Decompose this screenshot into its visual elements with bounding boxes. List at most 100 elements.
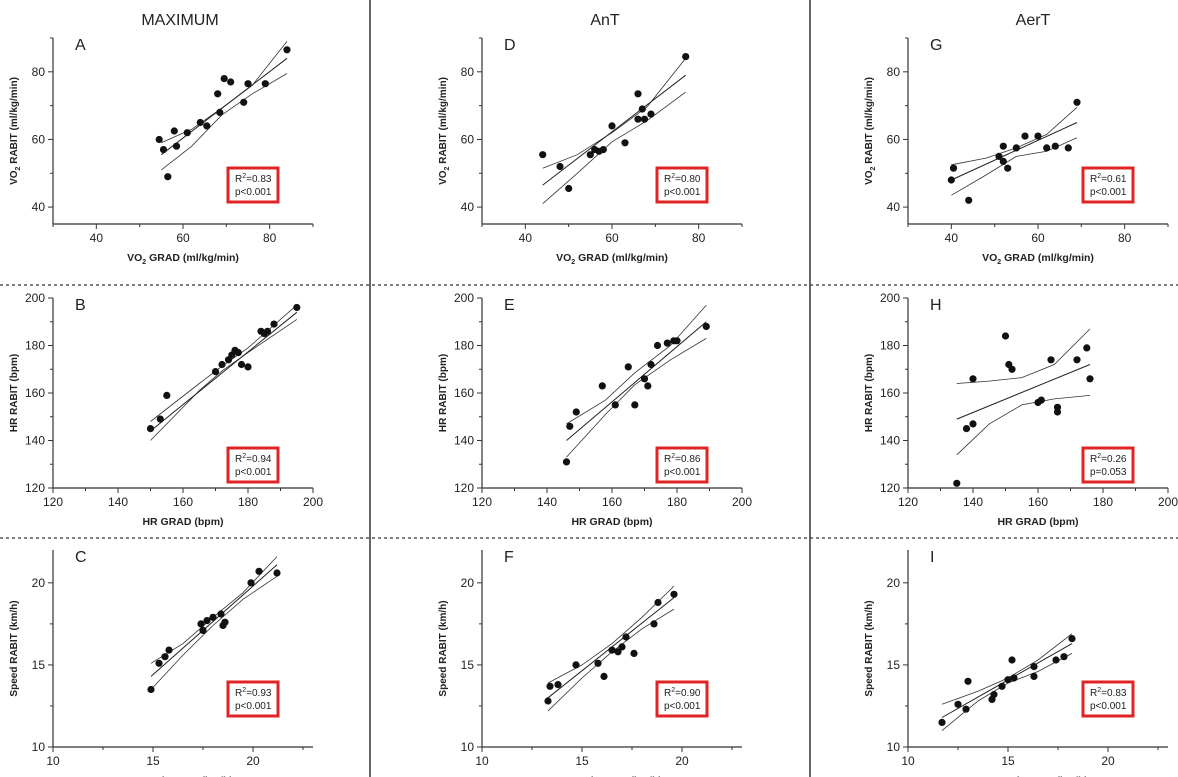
data-point: [203, 122, 211, 130]
stats-box: [1081, 446, 1135, 484]
x-axis-title-text: VO: [127, 252, 142, 264]
x-axis-title: VO2 GRAD (ml/kg/min): [982, 252, 1094, 266]
y-axis-title: VO2 RABIT (ml/kg/min): [9, 77, 22, 185]
x-tick-label: 160: [173, 495, 193, 509]
x-axis-title: HR GRAD (bpm): [142, 516, 223, 528]
data-point: [1073, 356, 1081, 364]
data-point: [1086, 375, 1094, 383]
r-squared-label: R2=0.93: [235, 687, 272, 699]
panel-letter: D: [504, 37, 516, 54]
x-tick-label: 15: [575, 754, 589, 768]
x-tick-label: 160: [1028, 495, 1048, 509]
data-point: [163, 391, 171, 399]
data-point: [990, 690, 998, 699]
y-axis-title: VO2 RABIT (ml/kg/min): [864, 77, 877, 185]
y-tick-label: 120: [25, 481, 45, 495]
data-point: [1043, 144, 1051, 152]
stats-box: [655, 166, 709, 204]
x-tick-label: 60: [605, 231, 619, 245]
data-point: [638, 105, 646, 113]
data-point: [630, 649, 638, 658]
scatter-panel-b: 120 140 160 180 200 120 140 160 180 200 HR GRAD (b…: [9, 291, 323, 528]
data-point: [273, 569, 281, 577]
panel-letter: H: [930, 297, 942, 314]
x-tick-label: 20: [1101, 754, 1115, 768]
stats-box: [226, 446, 280, 484]
data-point: [631, 401, 639, 409]
confidence-band-upper: [941, 633, 1073, 705]
r-squared-value: =0.83: [246, 174, 272, 185]
panel-letter: C: [75, 549, 87, 566]
x-axis-title-text: HR GRAD (bpm): [571, 516, 652, 528]
r-squared-superscript: 2: [671, 687, 675, 694]
data-point: [938, 718, 946, 727]
y-tick-label: 180: [880, 339, 900, 353]
x-axis-title: VO2 GRAD (ml/kg/min): [556, 252, 668, 266]
r-squared-value: =0.26: [1101, 454, 1127, 465]
y-tick-label: 40: [887, 200, 901, 214]
r-squared-superscript: 2: [1097, 453, 1101, 460]
y-tick-label: 10: [32, 740, 46, 754]
x-tick-label: 120: [898, 495, 918, 509]
y-axis-title: Speed RABIT (km/h): [438, 600, 449, 696]
y-tick-label: 15: [32, 658, 46, 672]
data-point: [156, 415, 164, 423]
data-point: [147, 685, 155, 694]
regression-line: [951, 122, 1078, 181]
x-tick-label: 120: [472, 495, 492, 509]
y-axis-title: HR RABIT (bpm): [864, 354, 875, 432]
y-tick-label: 20: [32, 576, 46, 590]
r-squared-value: =0.83: [1101, 688, 1127, 699]
p-value-label: p<0.001: [1090, 701, 1127, 712]
x-tick-label: 10: [475, 754, 489, 768]
data-point: [644, 382, 652, 390]
data-point: [949, 164, 958, 172]
r-squared-superscript: 2: [242, 173, 246, 180]
data-point: [146, 425, 155, 433]
data-point: [270, 320, 278, 328]
y-tick-label: 200: [880, 291, 900, 305]
x-tick-label: 180: [667, 495, 687, 509]
x-axis-title-text: HR GRAD (bpm): [142, 516, 223, 528]
y-tick-label: 160: [454, 386, 474, 400]
x-tick-label: 40: [945, 231, 959, 245]
data-point: [196, 118, 204, 127]
data-point: [220, 75, 228, 83]
stats-box: [226, 680, 280, 718]
p-value-label: p<0.001: [664, 467, 701, 478]
y-tick-label: 20: [887, 576, 901, 590]
regression-line: [956, 364, 1091, 420]
scatter-panel-c: 10 15 20 10 15 20 Speed GRAD (km/h) Speed RABIT…: [9, 549, 313, 777]
data-point: [969, 375, 977, 383]
x-tick-label: 140: [108, 495, 128, 509]
x-axis-title-text: HR GRAD (bpm): [997, 516, 1078, 528]
y-axis-title-text: RABIT (ml/kg/min): [864, 77, 875, 166]
y-axis-title-text: HR RABIT (bpm): [9, 354, 20, 432]
r-squared-value: =0.93: [246, 688, 272, 699]
y-tick-label: 140: [25, 434, 45, 448]
data-point: [653, 341, 662, 350]
data-point: [164, 173, 172, 181]
data-point: [663, 339, 671, 347]
data-point: [1073, 98, 1081, 106]
data-point: [586, 151, 594, 159]
x-tick-label: 80: [692, 231, 706, 245]
data-point: [572, 661, 580, 669]
data-point: [1064, 144, 1072, 152]
data-point: [998, 682, 1006, 690]
data-point: [237, 360, 246, 369]
regression-line: [566, 321, 707, 441]
y-tick-label: 60: [461, 132, 475, 146]
data-point: [1004, 164, 1012, 172]
data-point: [1053, 408, 1062, 416]
data-point: [161, 653, 169, 661]
data-point: [227, 78, 235, 86]
y-tick-label: 200: [25, 291, 45, 305]
r-squared-label: R2=0.83: [1090, 687, 1127, 699]
confidence-band-lower: [941, 653, 1073, 731]
data-point: [1051, 142, 1059, 150]
p-value-label: p<0.001: [664, 187, 701, 198]
data-point: [293, 303, 301, 312]
